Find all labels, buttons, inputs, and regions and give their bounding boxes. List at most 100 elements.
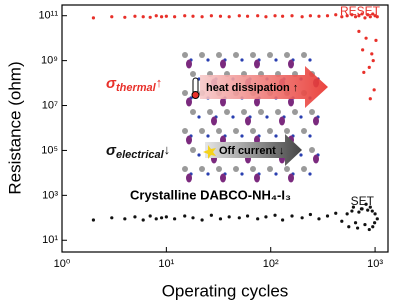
x-tick-label: 10³ xyxy=(367,258,383,270)
atom xyxy=(275,109,281,115)
data-point xyxy=(91,16,96,20)
data-point xyxy=(308,14,312,18)
data-point xyxy=(359,207,364,211)
sigma-sub: electrical xyxy=(116,149,165,161)
data-point xyxy=(159,216,164,220)
iodide xyxy=(186,97,192,107)
data-point xyxy=(360,12,364,16)
data-point xyxy=(154,14,158,18)
atom xyxy=(301,52,307,58)
atom xyxy=(240,172,244,176)
data-point xyxy=(372,88,376,92)
data-point xyxy=(363,222,367,227)
data-point xyxy=(368,205,372,209)
data-point xyxy=(110,15,114,19)
data-point xyxy=(347,225,351,229)
sigma-arrow: ↑ xyxy=(156,75,163,90)
y-tick-label: 10⁵ xyxy=(41,144,58,156)
data-point xyxy=(281,14,285,18)
iodide xyxy=(313,154,319,164)
data-point xyxy=(357,14,361,18)
atom xyxy=(182,52,188,58)
iodide xyxy=(288,59,294,69)
atom xyxy=(250,52,256,58)
data-point xyxy=(362,70,366,74)
data-point xyxy=(371,59,375,63)
data-point xyxy=(237,14,241,18)
data-point xyxy=(300,216,304,220)
data-point xyxy=(363,16,367,20)
atom xyxy=(274,172,278,176)
data-point xyxy=(353,221,358,225)
data-point xyxy=(200,15,204,19)
crystal-inset: heat dissipation ↑ Off current ↓ xyxy=(182,52,328,183)
atom xyxy=(299,153,303,157)
data-point xyxy=(361,48,365,52)
y-tick-label: 10¹ xyxy=(42,234,58,246)
data-point xyxy=(366,13,370,17)
data-point xyxy=(350,13,354,17)
iodide xyxy=(313,116,319,126)
data-point xyxy=(264,215,268,219)
data-point xyxy=(281,218,285,222)
iodide xyxy=(254,97,260,107)
data-point xyxy=(164,14,168,18)
data-point xyxy=(191,216,195,220)
data-point xyxy=(317,14,321,18)
iodide xyxy=(220,173,226,183)
atom xyxy=(182,166,188,172)
data-point xyxy=(345,212,349,216)
iodide xyxy=(254,173,260,183)
data-point xyxy=(209,213,213,217)
y-tick-label: 10³ xyxy=(42,189,58,201)
data-point xyxy=(123,15,127,19)
data-point xyxy=(245,14,250,18)
iodide xyxy=(186,59,192,69)
y-tick-label: 10⁹ xyxy=(41,55,58,67)
data-point xyxy=(373,221,377,225)
heat-arrow xyxy=(200,66,328,108)
iodide xyxy=(288,97,294,107)
data-point xyxy=(317,217,321,221)
material-label: Crystalline DABCO-NH₄-I₃ xyxy=(130,187,291,202)
iodide xyxy=(279,116,285,126)
data-point xyxy=(159,15,164,19)
atom xyxy=(292,109,298,115)
data-point xyxy=(364,202,368,206)
y-axis-label: Resistance (ohm) xyxy=(5,61,24,194)
data-point xyxy=(340,15,344,19)
data-point xyxy=(218,217,223,221)
data-point xyxy=(218,14,223,18)
data-point xyxy=(191,14,195,18)
data-point xyxy=(227,15,231,19)
data-point xyxy=(290,14,294,18)
atom xyxy=(190,71,196,77)
atom xyxy=(274,134,278,138)
sigma-label: σelectrical↓ xyxy=(106,142,170,161)
series-label: SET xyxy=(351,194,375,208)
iodide xyxy=(186,135,192,145)
data-point xyxy=(357,210,361,214)
iodide xyxy=(186,173,192,183)
iodide xyxy=(220,59,226,69)
data-point xyxy=(133,215,137,219)
series-label: RESET xyxy=(340,4,381,18)
data-point xyxy=(123,217,127,221)
atom xyxy=(301,166,307,172)
data-point xyxy=(340,219,344,223)
data-point xyxy=(366,208,370,212)
atom xyxy=(224,109,230,115)
data-point xyxy=(357,29,361,34)
data-point xyxy=(355,226,360,230)
data-point xyxy=(368,97,372,101)
data-point xyxy=(133,14,137,18)
data-point xyxy=(374,38,378,42)
data-point xyxy=(308,212,312,217)
data-point xyxy=(273,213,277,217)
atom xyxy=(284,166,290,172)
atom xyxy=(284,128,290,134)
atom xyxy=(190,109,196,115)
atom xyxy=(240,58,244,62)
data-point xyxy=(375,217,379,221)
